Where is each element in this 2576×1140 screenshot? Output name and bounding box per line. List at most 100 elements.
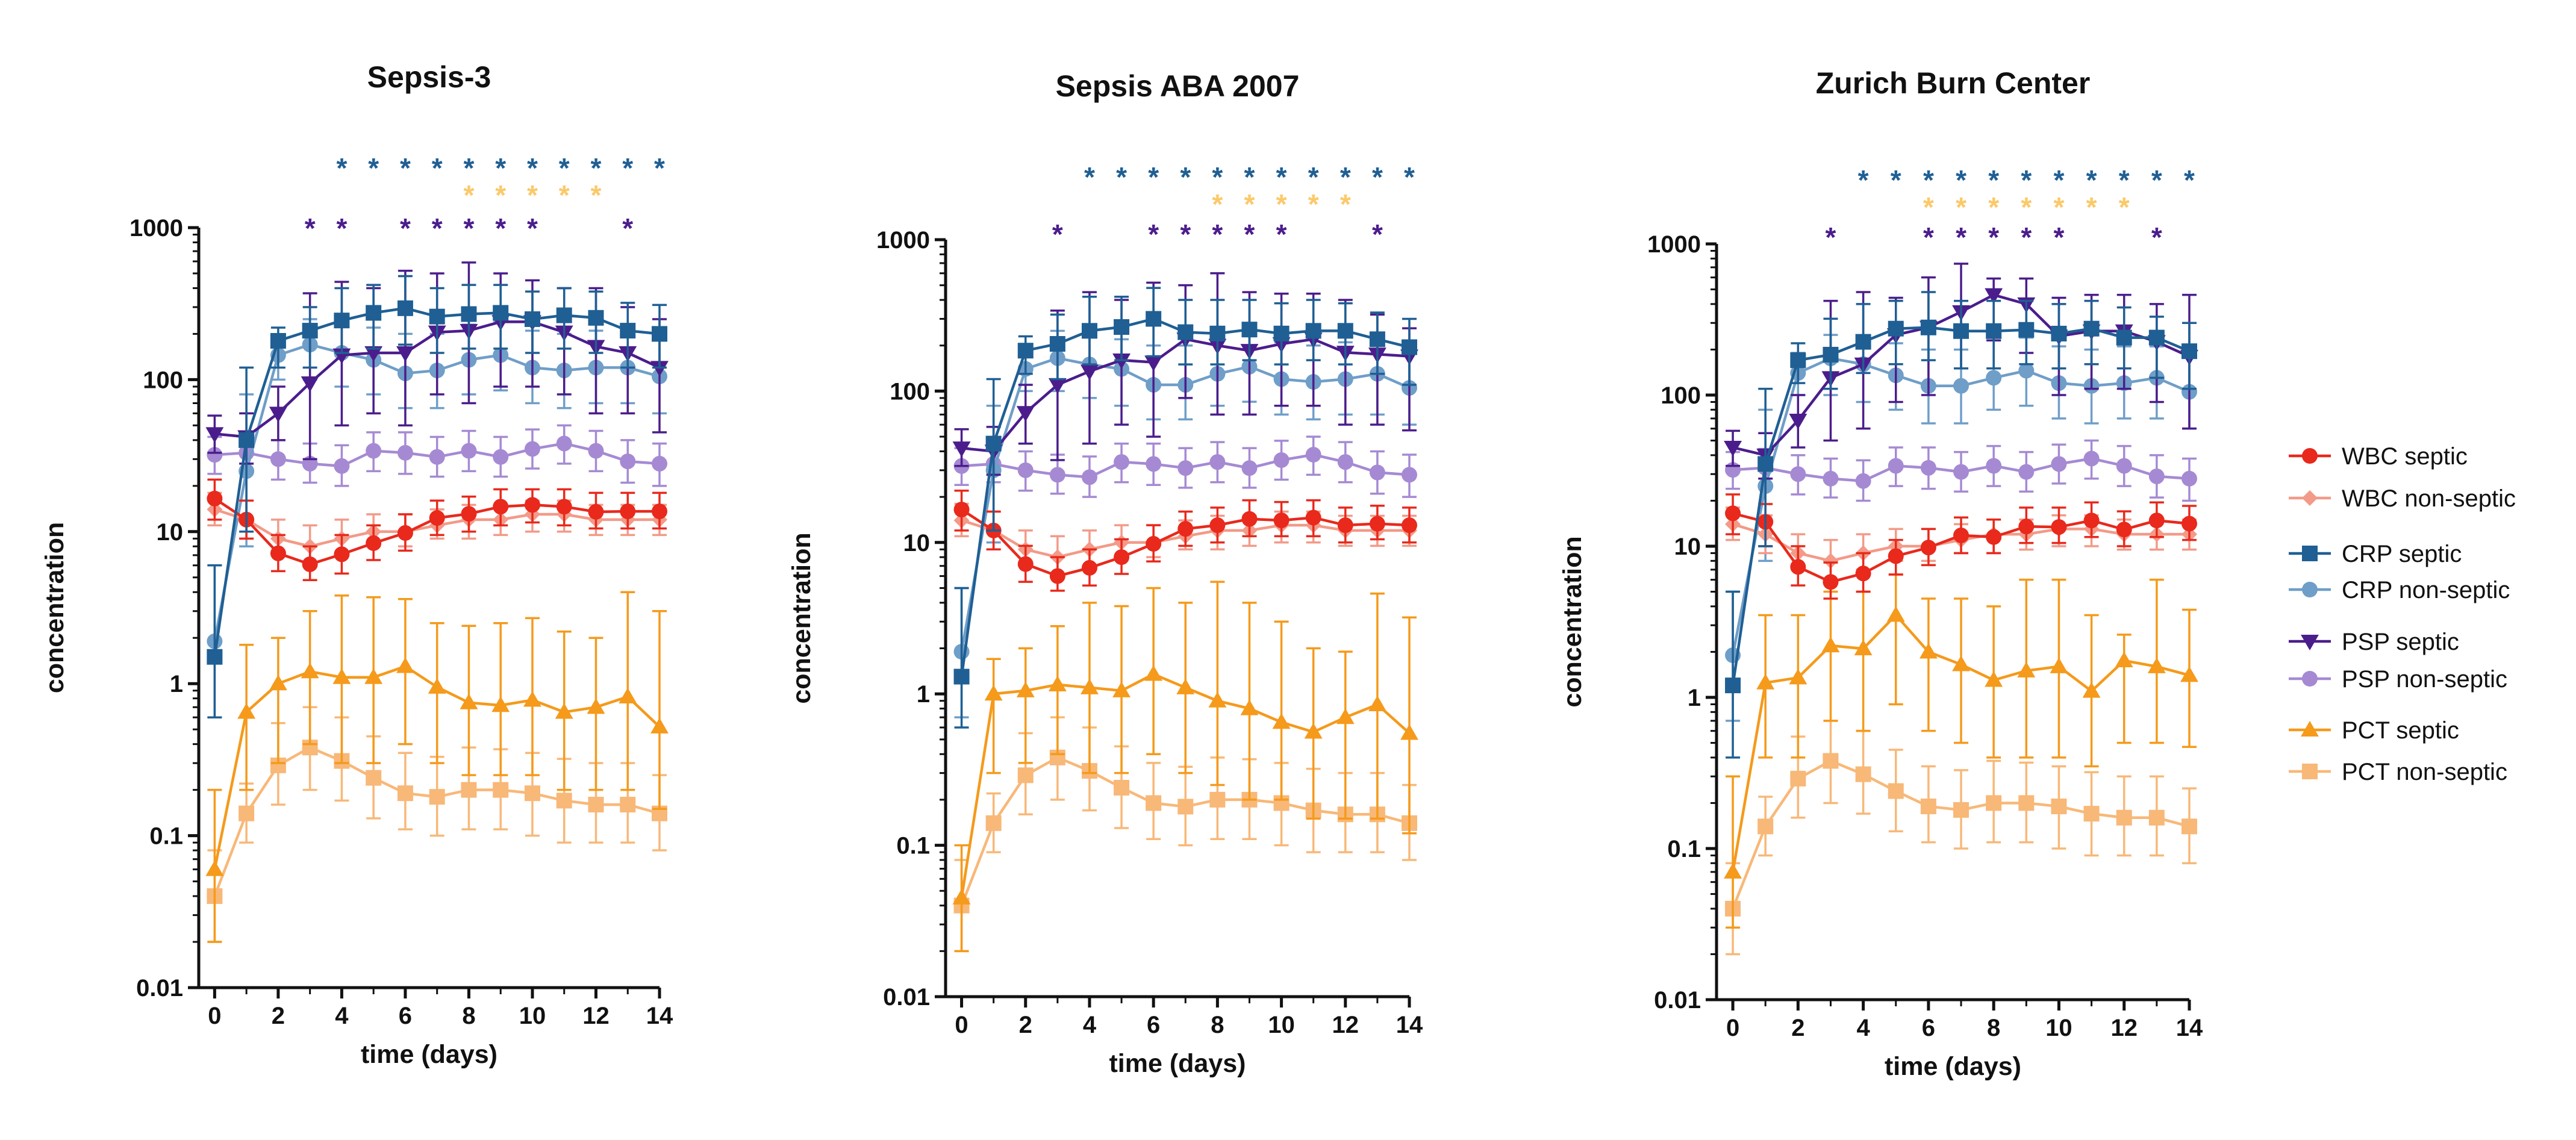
data-point — [429, 789, 445, 805]
chart-panel-3: Zurich Burn Center 0.01 0.1 1 10 100 1000 0 2 4 6 8… — [1558, 66, 2203, 1081]
significance-star: * — [1308, 188, 1319, 220]
significance-star: * — [1988, 164, 1999, 196]
significance-star: * — [2086, 164, 2097, 196]
data-point — [493, 305, 509, 321]
data-point — [397, 444, 413, 461]
significance-star: * — [1988, 222, 1999, 253]
y-axis-label: concentration — [787, 532, 816, 703]
data-point — [650, 717, 669, 734]
data-point — [334, 546, 350, 562]
data-point — [1209, 454, 1226, 470]
data-point — [1177, 521, 1194, 537]
data-point — [334, 458, 350, 474]
data-point — [1724, 862, 1742, 879]
y-axis-label: concentration — [40, 522, 69, 693]
data-point — [366, 535, 382, 551]
legend-label: PSP non-septic — [2342, 666, 2507, 693]
data-point — [429, 510, 445, 526]
data-point — [1177, 460, 1194, 476]
significance-star: * — [527, 179, 538, 211]
data-point — [428, 677, 446, 694]
data-point — [2180, 666, 2198, 682]
y-tick-label: 100 — [143, 367, 183, 393]
data-point — [1273, 452, 1290, 469]
significance-star: * — [591, 152, 602, 184]
data-point — [1305, 323, 1321, 339]
significance-star: * — [2021, 164, 2032, 196]
chart-title: Sepsis-3 — [367, 60, 491, 94]
data-point — [205, 427, 224, 443]
data-point — [1146, 456, 1162, 472]
significance-star: * — [305, 213, 316, 244]
data-point — [524, 497, 540, 513]
legend: WBC septic WBC non-septic CRP septic CRP no… — [2289, 443, 2516, 785]
data-point — [2050, 657, 2068, 673]
data-point — [1986, 370, 2002, 386]
legend-marker — [2302, 582, 2318, 597]
data-point — [1757, 456, 1774, 472]
legend-item-pct-s: PCT septic — [2289, 717, 2459, 744]
significance-star: * — [432, 152, 443, 184]
data-point — [2018, 795, 2035, 811]
data-point — [1081, 364, 1099, 381]
x-tick-label: 8 — [1987, 1015, 2000, 1041]
data-point — [1146, 311, 1162, 327]
x-tick-label: 10 — [1268, 1012, 1295, 1038]
significance-star: * — [2151, 222, 2162, 253]
data-point — [1144, 355, 1163, 372]
data-point — [524, 311, 540, 327]
data-point — [1790, 352, 1806, 369]
significance-star: * — [1212, 219, 1223, 250]
data-point — [1402, 339, 1417, 355]
data-point — [269, 674, 287, 691]
x-tick-label: 0 — [955, 1012, 968, 1038]
y-tick-label: 10 — [1674, 534, 1701, 560]
series-pct-s — [952, 581, 1418, 953]
legend-item-crp-s: CRP septic — [2289, 541, 2462, 567]
significance-star: * — [463, 179, 474, 211]
x-axis-label: time (days) — [1885, 1052, 2021, 1081]
significance-star: * — [1244, 188, 1255, 220]
data-point — [1886, 606, 1905, 622]
data-point — [205, 860, 224, 876]
significance-star: * — [1084, 161, 1095, 193]
data-point — [461, 782, 477, 798]
data-point — [491, 696, 510, 712]
significance-star: * — [1988, 192, 1999, 223]
data-point — [1953, 323, 1969, 339]
data-point — [984, 685, 1003, 701]
data-point — [1821, 637, 1840, 653]
data-point — [1017, 462, 1034, 478]
significance-star: * — [1956, 222, 1966, 253]
legend-item-crp-n: CRP non-septic — [2289, 577, 2510, 603]
significance-star: * — [1858, 164, 1869, 196]
y-tick-label: 10 — [157, 519, 184, 546]
significance-star: * — [1340, 161, 1351, 193]
data-point — [1986, 795, 2002, 811]
data-point — [1209, 325, 1226, 341]
y-axis-label: concentration — [1558, 536, 1587, 707]
data-point — [1112, 681, 1131, 697]
data-point — [493, 449, 509, 465]
data-point — [461, 306, 477, 322]
data-point — [2082, 682, 2101, 698]
data-point — [620, 453, 636, 470]
data-point — [1049, 467, 1065, 483]
series-pct-s — [205, 591, 669, 943]
data-point — [1952, 655, 1970, 671]
data-point — [2181, 515, 2197, 532]
data-point — [1986, 323, 2002, 339]
data-point — [2051, 325, 2067, 341]
significance-star: * — [2021, 192, 2032, 223]
data-point — [953, 502, 970, 518]
significance-star: * — [1276, 219, 1287, 250]
data-point — [1920, 799, 1936, 815]
series-crp-s — [953, 287, 1417, 729]
data-point — [396, 657, 414, 673]
data-point — [587, 698, 605, 714]
significance-star: * — [2184, 164, 2195, 196]
y-tick-label: 1000 — [129, 215, 183, 241]
legend-marker — [2301, 721, 2319, 737]
legend-marker — [2302, 546, 2318, 561]
